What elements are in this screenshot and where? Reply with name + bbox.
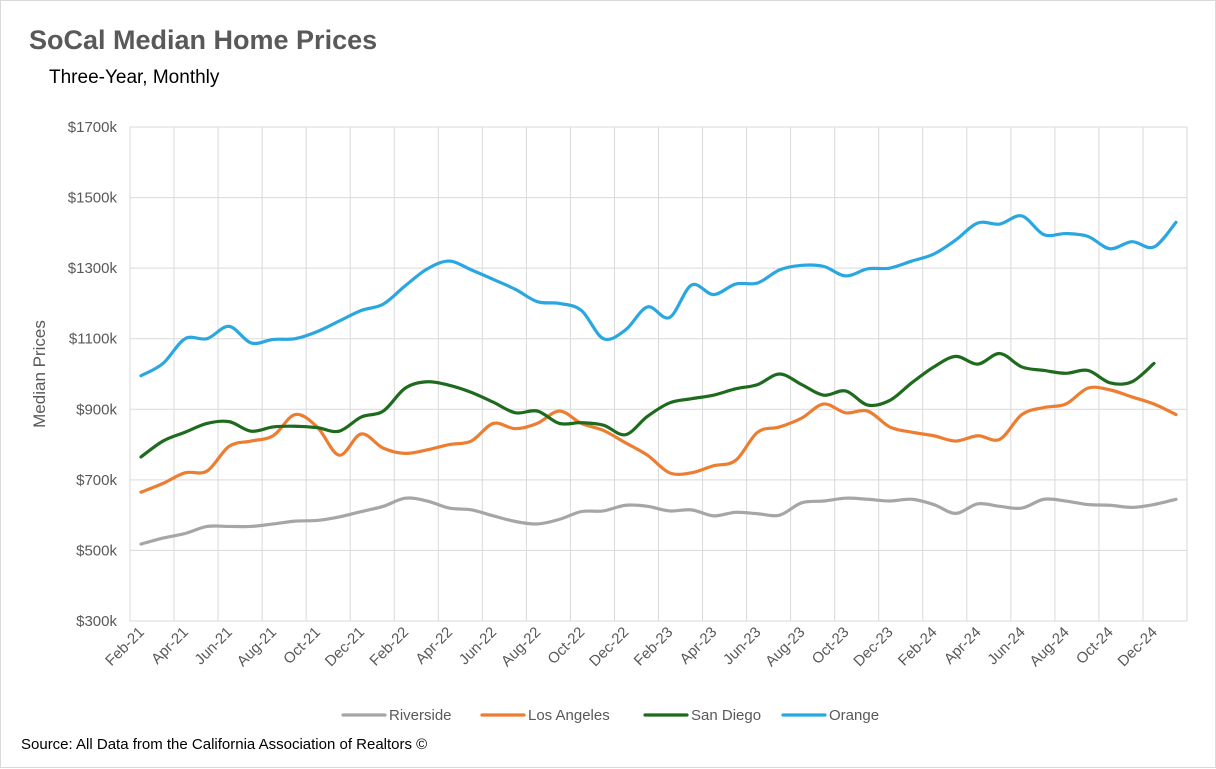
x-tick-label: Aug-23 [762,624,808,670]
y-tick-label: $1100k [69,331,118,348]
legend-label: Los Angeles [528,707,610,724]
x-tick-label: Apr-21 [148,624,192,668]
x-tick-label: Apr-23 [677,624,721,668]
x-tick-label: Aug-22 [498,624,544,670]
x-tick-label: Apr-24 [941,624,985,668]
x-tick-label: Feb-22 [366,624,412,670]
y-tick-label: $1700k [68,119,118,136]
y-tick-label: $900k [76,401,117,418]
x-tick-label: Dec-24 [1115,624,1161,670]
x-tick-label: Oct-24 [1073,624,1117,668]
x-tick-label: Jun-24 [984,624,1028,668]
y-tick-label: $700k [76,472,117,489]
x-tick-label: Oct-23 [809,624,853,668]
series-line-los-angeles [139,385,1178,494]
series-line-orange [139,214,1178,378]
y-axis-ticks: $300k $500k $700k $900k $1100k $1300k $1500k $1… [68,119,118,630]
x-tick-label: Feb-23 [631,624,677,670]
x-tick-label: Dec-22 [586,624,632,670]
chart-title: SoCal Median Home Prices [29,25,378,55]
x-tick-label: Jun-23 [720,624,764,668]
y-tick-label: $1300k [68,260,118,277]
legend-label: San Diego [691,707,761,724]
x-tick-label: Dec-23 [850,624,896,670]
x-tick-label: Jun-22 [456,624,500,668]
series-line-riverside [139,496,1178,546]
legend: Riverside Los Angeles San Diego Orange [341,707,879,724]
x-tick-label: Jun-21 [191,624,235,668]
x-tick-label: Oct-22 [544,624,588,668]
legend-label: Orange [829,707,879,724]
x-tick-label: Feb-21 [102,624,148,670]
x-tick-label: Oct-21 [280,624,324,668]
x-tick-label: Aug-21 [234,624,280,670]
grid [129,126,1188,622]
y-axis-title: Median Prices [30,320,49,428]
y-tick-label: $300k [76,613,117,630]
source-note: Source: All Data from the California Ass… [21,736,428,753]
y-tick-label: $1500k [68,190,118,207]
y-tick-label: $500k [76,542,117,559]
series-lines [139,214,1178,546]
x-tick-label: Feb-24 [895,624,941,670]
chart-subtitle: Three-Year, Monthly [49,67,220,88]
x-tick-label: Apr-22 [412,624,456,668]
legend-label: Riverside [389,707,452,724]
x-tick-label: Aug-24 [1026,624,1072,670]
series-line-san-diego [139,351,1156,459]
x-tick-label: Dec-21 [322,624,368,670]
